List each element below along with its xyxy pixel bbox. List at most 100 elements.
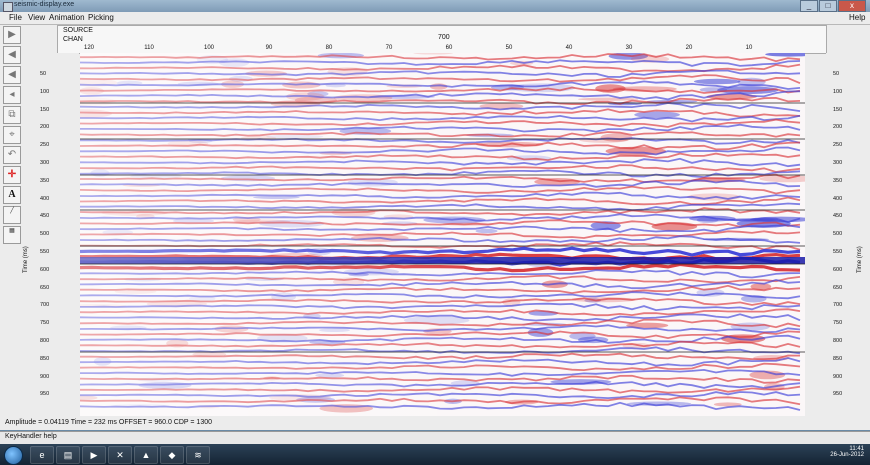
y-tick-left: 850 xyxy=(40,355,50,362)
x-tick: 20 xyxy=(685,45,693,51)
y-tick-left: 350 xyxy=(40,177,50,184)
arrow-left-alt-icon[interactable]: ◀ xyxy=(3,66,21,84)
y-tick-left: 150 xyxy=(40,106,50,113)
analyzer-icon[interactable]: ◆ xyxy=(160,446,184,464)
y-tick-left: 50 xyxy=(40,71,47,77)
y-tick-right: 200 xyxy=(833,124,843,131)
y-tick-right: 900 xyxy=(833,373,843,380)
x-tick: 80 xyxy=(325,45,333,51)
y-tick-right: 500 xyxy=(833,231,843,238)
menu-view[interactable]: View xyxy=(28,13,46,22)
line-tool-icon[interactable]: ╱ xyxy=(3,206,21,224)
x-tick: 120 xyxy=(83,45,95,51)
pick-icon[interactable]: ⌖ xyxy=(3,126,21,144)
seismic-icon[interactable]: ≋ xyxy=(186,446,210,464)
y-tick-left: 250 xyxy=(40,142,50,149)
ie-icon[interactable]: e xyxy=(30,446,54,464)
y-tick-right: 100 xyxy=(833,88,843,95)
media-icon[interactable]: ▶ xyxy=(82,446,106,464)
undo-icon[interactable]: ↶ xyxy=(3,146,21,164)
pdf-icon[interactable]: ▲ xyxy=(134,446,158,464)
y-tick-right: 650 xyxy=(833,284,843,291)
y-tick-right: 850 xyxy=(833,355,843,362)
crosshair-icon[interactable]: ✛ xyxy=(3,166,21,184)
menu-file[interactable]: File xyxy=(9,13,22,22)
tool-icon[interactable]: ✕ xyxy=(108,446,132,464)
y-tick-left: 300 xyxy=(40,160,50,166)
window-title: seismic-display.exe xyxy=(14,1,75,8)
y-tick-left: 750 xyxy=(40,320,50,327)
y-tick-right: 50 xyxy=(833,71,840,77)
y-tick-left: 600 xyxy=(40,266,50,273)
menu-bar: File View Animation Picking Help xyxy=(0,12,870,25)
taskbar: e ▤ ▶ ✕ ▲ ◆ ≋ 11:41 26-Jun-2012 xyxy=(0,444,870,465)
y-tick-left: 700 xyxy=(40,302,50,309)
app-area: ▶ ◀ ◀ ◂ ⧉ ⌖ ↶ ✛ A ╱ ▦ SOURCE CHAN 700 12… xyxy=(0,25,870,430)
x-tick: 50 xyxy=(505,45,513,51)
menu-picking[interactable]: Picking xyxy=(88,13,114,22)
system-tray: 11:41 26-Jun-2012 xyxy=(830,446,864,458)
y-tick-right: 400 xyxy=(833,195,843,202)
y-tick-left: 400 xyxy=(40,195,50,202)
y-tick-left: 450 xyxy=(40,213,50,220)
key-handler-text: KeyHandler help xyxy=(5,433,57,440)
plot-header: SOURCE CHAN 700 120 110 100 90 80 70 60 … xyxy=(57,25,827,54)
grid-tool-icon[interactable]: ▦ xyxy=(3,226,21,244)
clock-date: 26-Jun-2012 xyxy=(830,452,864,458)
side-toolbar: ▶ ◀ ◀ ◂ ⧉ ⌖ ↶ ✛ A ╱ ▦ xyxy=(3,26,21,246)
menu-help[interactable]: Help xyxy=(849,13,866,22)
y-tick-right: 550 xyxy=(833,249,843,255)
source-value: 700 xyxy=(438,34,450,41)
y-tick-left: 550 xyxy=(40,249,50,255)
y-tick-right: 300 xyxy=(833,160,843,166)
arrow-left-small-icon[interactable]: ◂ xyxy=(3,86,21,104)
y-tick-right: 750 xyxy=(833,320,843,327)
y-axis-title: Time (ms) xyxy=(23,246,29,273)
start-button[interactable] xyxy=(4,446,23,465)
y-tick-right: 600 xyxy=(833,266,843,273)
app-icon xyxy=(3,2,13,12)
x-tick: 40 xyxy=(565,45,573,51)
window-icon[interactable]: ⧉ xyxy=(3,106,21,124)
x-tick: 60 xyxy=(445,45,453,51)
y-tick-left: 200 xyxy=(40,124,50,131)
y-tick-right: 250 xyxy=(833,142,843,149)
x-tick: 110 xyxy=(144,45,154,51)
y-tick-right: 350 xyxy=(833,177,843,184)
seismic-gather[interactable] xyxy=(80,53,805,416)
x-tick: 90 xyxy=(265,45,273,51)
minimize-button[interactable]: _ xyxy=(800,0,818,12)
window-titlebar: seismic-display.exe _ □ x xyxy=(0,0,870,12)
arrow-right-icon[interactable]: ▶ xyxy=(3,26,21,44)
left-time-axis: Time (ms) 50 100 150 200 250 300 350 400 450 500 5… xyxy=(22,53,79,416)
menu-animation[interactable]: Animation xyxy=(49,13,85,22)
fade-overlay xyxy=(80,53,805,416)
text-icon[interactable]: A xyxy=(3,186,21,204)
y-tick-left: 950 xyxy=(40,391,50,398)
clock-time: 11:41 xyxy=(849,446,864,452)
y-tick-right: 800 xyxy=(833,338,843,344)
right-time-axis: Time (ms) 50 100 150 200 250 300 350 400 450 500 5… xyxy=(826,53,866,416)
explorer-icon[interactable]: ▤ xyxy=(56,446,80,464)
y-tick-right: 950 xyxy=(833,391,843,398)
x-tick: 70 xyxy=(385,45,393,51)
y-tick-left: 650 xyxy=(40,284,50,291)
seismic-image xyxy=(80,53,805,416)
x-tick: 10 xyxy=(745,45,753,51)
key-handler-bar: KeyHandler help xyxy=(0,431,870,444)
source-label: SOURCE xyxy=(63,27,93,34)
chan-label: CHAN xyxy=(63,36,83,43)
y-tick-left: 900 xyxy=(40,373,50,380)
y-axis-title-right: Time (ms) xyxy=(857,246,863,273)
y-tick-left: 100 xyxy=(40,88,50,95)
x-tick: 30 xyxy=(625,45,633,51)
arrow-left-icon[interactable]: ◀ xyxy=(3,46,21,64)
status-readout: Amplitude = 0.04119 Time = 232 ms OFFSET… xyxy=(5,419,213,426)
maximize-button[interactable]: □ xyxy=(819,0,837,12)
y-tick-right: 450 xyxy=(833,213,843,220)
y-tick-left: 800 xyxy=(40,338,50,344)
y-tick-right: 700 xyxy=(833,302,843,309)
y-tick-left: 500 xyxy=(40,231,50,238)
close-button[interactable]: x xyxy=(838,0,866,12)
x-tick: 100 xyxy=(203,45,215,51)
